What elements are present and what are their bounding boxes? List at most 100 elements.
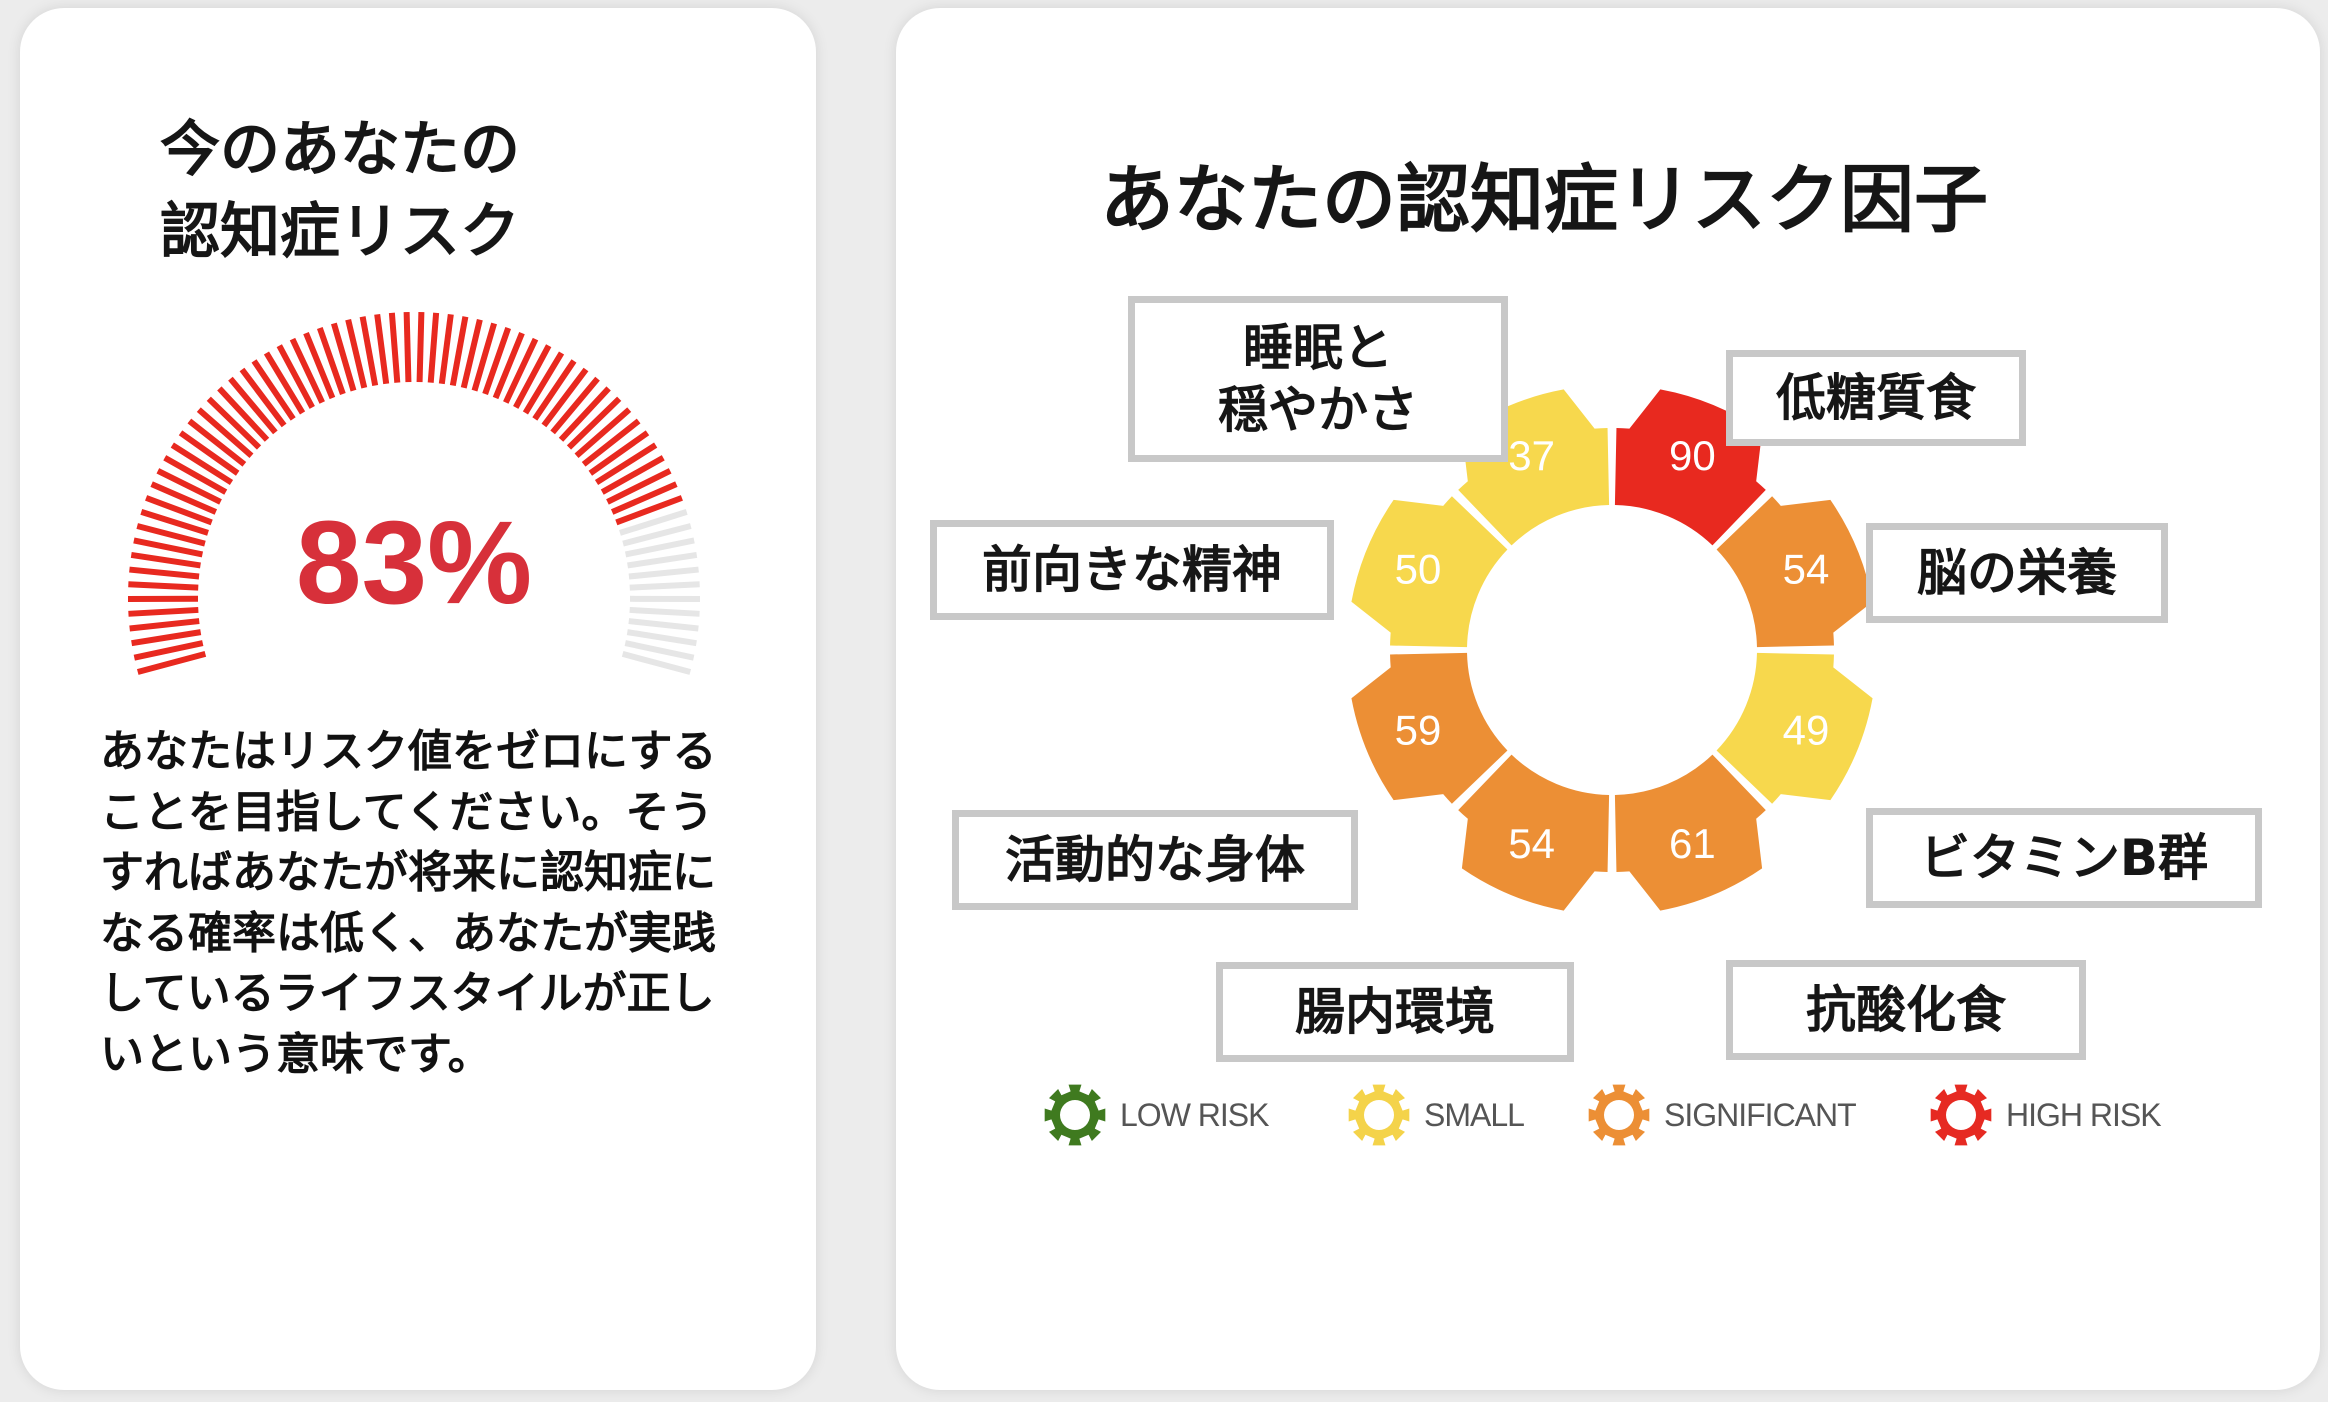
gauge-tick: [217, 386, 270, 442]
gauge-tick: [303, 332, 336, 400]
gauge-tick: [550, 376, 600, 435]
risk-summary-card: [20, 8, 816, 1390]
factor-label-text: 睡眠と 穏やかさ: [1218, 319, 1418, 439]
gauge-tick: [594, 442, 658, 486]
segment-value-label: 50: [1395, 546, 1442, 593]
gauge-tick: [133, 640, 204, 661]
gauge-tick: [629, 581, 700, 591]
gauge-tick: [129, 566, 200, 580]
legend-item: LOW RISK: [1040, 1080, 1269, 1150]
gauge-tick: [136, 651, 207, 675]
gauge-tick: [239, 367, 287, 428]
gauge-tick: [628, 618, 699, 632]
gauge-tick: [622, 523, 692, 547]
risk-factors-title: あなたの認知症リスク因子: [1100, 157, 1988, 243]
gauge-tick: [140, 508, 209, 536]
gauge-tick: [621, 651, 692, 675]
legend-label: HIGH RISK: [2006, 1096, 2162, 1133]
factor-label-text: 低糖質食: [1776, 369, 1976, 427]
gauge-tick: [492, 332, 525, 400]
factor-label-text: 腸内環境: [1295, 983, 1495, 1041]
legend-label: LOW RISK: [1120, 1096, 1269, 1133]
factor-label: 抗酸化食: [1726, 960, 2086, 1060]
gear-icon: [1930, 1084, 1992, 1146]
gauge-tick: [163, 455, 228, 495]
gauge-tick: [316, 326, 346, 396]
gauge-tick: [438, 313, 454, 385]
gauge-tick: [129, 618, 200, 632]
legend-item: SMALL: [1344, 1080, 1525, 1150]
gauge-tick: [170, 442, 234, 486]
gauge-tick: [359, 316, 379, 387]
gauge-tick: [251, 359, 296, 421]
gauge-tick: [374, 313, 390, 385]
gauge-tick: [624, 640, 695, 661]
gauge-tick: [427, 312, 440, 383]
gauge-tick: [532, 359, 577, 421]
wheel-segment: [1614, 754, 1766, 911]
wheel-center: [1469, 507, 1755, 793]
legend-label: SMALL: [1424, 1096, 1525, 1133]
gauge-tick: [460, 318, 483, 389]
wheel-segment: [1351, 652, 1508, 804]
gauge-tick: [588, 430, 650, 476]
segment-value-label: 59: [1395, 706, 1442, 753]
factor-label-text: 抗酸化食: [1806, 981, 2006, 1039]
gauge-tick: [416, 312, 425, 383]
segment-value-label: 49: [1783, 706, 1830, 753]
segment-value-label: 90: [1669, 432, 1716, 479]
gauge-tick: [624, 537, 695, 558]
gear-icon: [1044, 1084, 1106, 1146]
gauge-tick: [600, 455, 665, 495]
gauge-tick: [574, 407, 632, 458]
gauge-tick: [403, 312, 412, 383]
gauge-tick: [133, 537, 204, 558]
risk-percentage: 83%: [296, 497, 532, 629]
factor-label-text: 活動的な身体: [1005, 831, 1305, 889]
gauge-tick: [136, 523, 206, 547]
gauge-tick: [128, 581, 199, 591]
gauge-tick: [345, 318, 368, 389]
factor-label-text: 前向きな精神: [982, 541, 1282, 599]
gauge-tick: [581, 418, 641, 467]
factor-label: ビタミンB群: [1866, 808, 2262, 908]
factor-label: 脳の栄養: [1866, 523, 2168, 623]
gauge-tick: [629, 606, 700, 617]
gauge-tick: [610, 481, 678, 515]
gauge-tick: [178, 430, 240, 476]
gauge-tick: [128, 606, 199, 617]
gauge-tick: [558, 386, 611, 442]
gauge-tick: [150, 481, 218, 515]
gauge-tick: [449, 316, 469, 387]
gauge-tick: [228, 376, 278, 435]
segment-value-label: 61: [1669, 820, 1716, 867]
legend-item: HIGH RISK: [1926, 1080, 2162, 1150]
gauge-tick: [187, 418, 247, 467]
risk-title-line-1: 今のあなたの: [160, 115, 520, 185]
legend-label: SIGNIFICANT: [1664, 1096, 1857, 1133]
gauge-tick: [566, 396, 622, 450]
gauge-tick: [619, 508, 688, 536]
gauge-tick: [206, 396, 262, 450]
factor-label: 睡眠と 穏やかさ: [1128, 296, 1508, 462]
gauge-tick: [289, 337, 325, 404]
gear-icon: [1348, 1084, 1410, 1146]
factor-label-text: 脳の栄養: [1917, 544, 2117, 602]
gauge-tick: [627, 551, 698, 569]
gauge-tick: [626, 629, 697, 647]
risk-description: あなたはリスク値をゼロにすることを目指してください。そうすればあなたが将来に認知…: [100, 726, 717, 1080]
gauge-tick: [331, 322, 357, 392]
wheel-segment: [1716, 496, 1873, 648]
factor-label: 前向きな精神: [930, 520, 1334, 620]
wheel-segment: [1458, 754, 1610, 911]
risk-title-line-2: 認知症リスク: [160, 197, 520, 267]
gauge-tick: [503, 337, 539, 404]
factor-label: 低糖質食: [1726, 350, 2026, 446]
gauge-tick: [482, 326, 512, 396]
factor-label-text: ビタミンB群: [1919, 829, 2209, 887]
factor-label: 腸内環境: [1216, 962, 1574, 1062]
gauge-tick: [131, 629, 202, 647]
gauge-tick: [541, 367, 589, 428]
factor-label: 活動的な身体: [952, 810, 1358, 910]
